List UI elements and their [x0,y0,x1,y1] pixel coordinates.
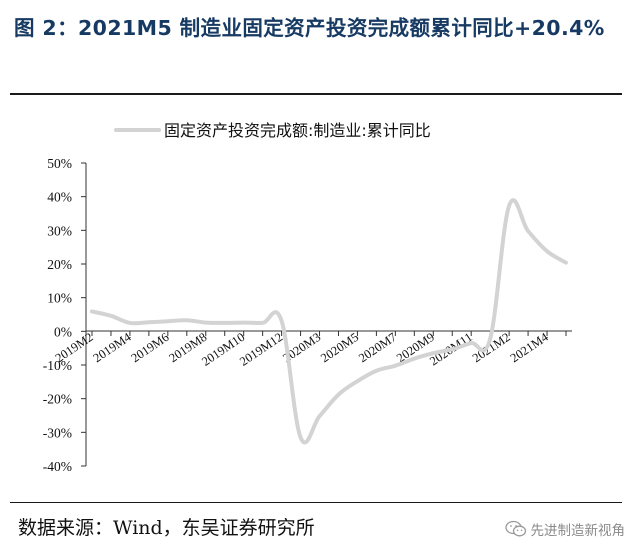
y-tick-label: 20% [47,257,72,272]
y-tick-label: -40% [43,459,72,474]
x-tick-label: 2019M6 [129,330,172,365]
x-tick-label: 2019M12 [237,330,285,369]
y-tick-label: 40% [47,190,72,205]
x-tick-label: 2021M4 [508,329,552,365]
wechat-icon [504,520,526,537]
series-line [90,198,568,445]
series-group [90,198,568,445]
y-tick-label: 30% [47,223,72,238]
y-axis: 50% 40% 30% 20% 10% 0% -10% -20% -30% -40% [43,156,87,474]
watermark: 先进制造新视角 [504,519,626,539]
y-tick-label: -10% [43,358,72,373]
x-tick-label: 2019M4 [91,329,135,365]
footer-divider [10,502,622,503]
legend: 固定资产投资完成额:制造业:累计同比 [114,121,431,140]
watermark-text: 先进制造新视角 [530,523,626,539]
legend-label: 固定资产投资完成额:制造业:累计同比 [164,121,431,140]
y-tick-label: -20% [43,392,72,407]
x-tick-label: 2020M5 [318,330,361,365]
data-source: 数据来源：Wind，东吴证券研究所 [18,517,315,539]
chart: 固定资产投资完成额:制造业:累计同比 50% 40% 30% 20% 10% 0% -10%… [43,121,572,474]
title-divider [10,93,622,95]
y-tick-label: 0% [54,324,72,339]
figure-title: 图 2：2021M5 制造业固定资产投资完成额累计同比+20.4% [14,16,605,40]
y-tick-label: 50% [47,156,72,171]
x-axis: 2019M22019M42019M62019M82019M102019M1220… [53,329,572,369]
y-tick-label: 10% [47,291,72,306]
y-tick-label: -30% [43,425,72,440]
x-tick-label: 2020M7 [356,330,399,365]
